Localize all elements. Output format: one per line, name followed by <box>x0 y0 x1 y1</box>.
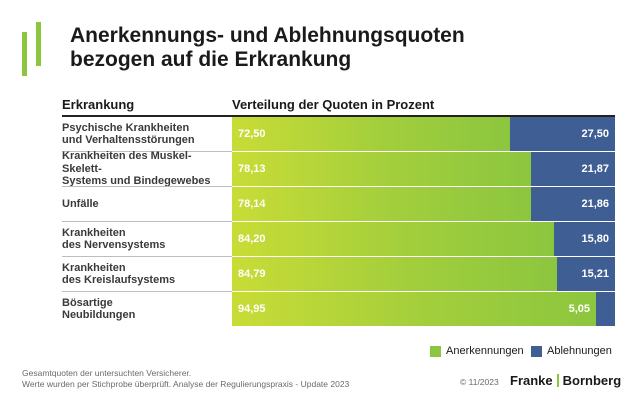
data-label-reject: 15,21 <box>581 268 609 280</box>
row-label-line: Unfälle <box>62 197 99 210</box>
row-label: Bösartige Neubildungen <box>62 292 226 326</box>
bar-accept <box>232 292 596 326</box>
row-divider <box>62 151 232 152</box>
row-divider <box>62 291 232 292</box>
brand-logo-mark <box>22 22 46 76</box>
copyright-notice: © 11/2023 <box>460 377 499 387</box>
chart-title-line2: bezogen auf die Erkrankung <box>70 48 352 71</box>
bar-accept <box>232 117 510 151</box>
data-label-reject: 21,87 <box>581 163 609 175</box>
bar-track: 78,13 21,87 <box>232 152 615 186</box>
bar-track: 84,79 15,21 <box>232 257 615 291</box>
column-header-distribution: Verteilung der Quoten in Prozent <box>232 97 435 112</box>
column-header-disease: Erkrankung <box>62 97 135 112</box>
row-label-line: Krankheiten <box>62 261 126 274</box>
logo-bar-right <box>36 22 41 66</box>
row-divider <box>62 256 232 257</box>
bar-reject <box>510 117 615 151</box>
bar-accept <box>232 257 557 291</box>
table-row: Krankheiten des Nervensystems 84,20 15,80 <box>62 222 615 256</box>
footnote: Gesamtquoten der untersuchten Versichere… <box>22 368 349 390</box>
legend-swatch-reject <box>531 345 542 357</box>
brand-separator <box>556 374 559 387</box>
bar-track: 94,95 5,05 <box>232 292 615 326</box>
chart-title-line1: Anerkennungs- und Ablehnungsquoten <box>70 24 465 47</box>
data-label-reject: 27,50 <box>581 128 609 140</box>
data-label-accept: 84,79 <box>238 268 266 280</box>
bar-track: 78,14 21,86 <box>232 187 615 221</box>
data-label-accept: 72,50 <box>238 128 266 140</box>
bar-accept <box>232 222 554 256</box>
data-label-reject: 15,80 <box>581 233 609 245</box>
row-divider <box>62 221 232 222</box>
table-row: Psychische Krankheiten und Verhaltensstör… <box>62 117 615 151</box>
bar-reject <box>531 152 615 186</box>
legend-swatch-accept <box>430 345 441 357</box>
row-label-line: Bösartige <box>62 296 113 309</box>
legend-label-reject: Ablehnungen <box>547 345 612 357</box>
row-divider <box>62 186 232 187</box>
footnote-line2: Werte wurden per Stichprobe überprüft. A… <box>22 379 350 389</box>
row-label-line: Neubildungen <box>62 309 136 321</box>
table-row: Krankheiten des Muskel-Skelett- Systems u… <box>62 150 615 188</box>
bar-track: 84,20 15,80 <box>232 222 615 256</box>
data-label-accept: 78,14 <box>238 198 266 210</box>
row-label: Krankheiten des Nervensystems <box>62 222 226 256</box>
bar-reject <box>531 187 615 221</box>
row-label-line: des Nervensystems <box>62 239 166 251</box>
bar-reject <box>554 222 615 256</box>
row-label: Psychische Krankheiten und Verhaltensstör… <box>62 117 226 151</box>
data-label-accept: 84,20 <box>238 233 266 245</box>
brand-name-right: Bornberg <box>562 373 622 388</box>
legend-item-accept: Anerkennungen <box>430 345 524 357</box>
row-label-line: Psychische Krankheiten <box>62 121 190 134</box>
row-label: Krankheiten des Muskel-Skelett- Systems u… <box>62 150 226 188</box>
logo-bar-left <box>22 32 27 76</box>
table-row: Bösartige Neubildungen 94,95 5,05 <box>62 292 615 326</box>
table-row: Krankheiten des Kreislaufsystems 84,79 15,2… <box>62 257 615 291</box>
row-label-line: Krankheiten des Muskel-Skelett- <box>62 150 192 175</box>
row-label-line: und Verhaltensstörungen <box>62 134 195 146</box>
brand-name-left: Franke <box>510 373 553 388</box>
row-label-line: des Kreislaufsystems <box>62 274 176 286</box>
header-divider <box>62 115 615 117</box>
footnote-line1: Gesamtquoten der untersuchten Versichere… <box>22 368 192 378</box>
legend-label-accept: Anerkennungen <box>446 345 524 357</box>
legend-item-reject: Ablehnungen <box>531 345 612 357</box>
table-row: Unfälle 78,14 21,86 <box>62 187 615 221</box>
chart-title: Anerkennungs- und Ablehnungsquoten bezog… <box>70 24 590 72</box>
data-label-accept: 94,95 <box>238 303 266 315</box>
bar-reject <box>596 292 615 326</box>
row-label: Unfälle <box>62 187 226 221</box>
brand-logo: Franke Bornberg <box>510 373 621 388</box>
data-label-reject: 21,86 <box>581 198 609 210</box>
bar-reject <box>557 257 615 291</box>
data-label-accept: 78,13 <box>238 163 266 175</box>
row-label-line: Systems und Bindegewebes <box>62 175 211 188</box>
row-label: Krankheiten des Kreislaufsystems <box>62 257 226 291</box>
data-label-reject: 5,05 <box>568 303 590 315</box>
bar-accept <box>232 152 531 186</box>
bar-track: 72,50 27,50 <box>232 117 615 151</box>
row-label-line: Krankheiten <box>62 226 126 239</box>
bar-accept <box>232 187 531 221</box>
